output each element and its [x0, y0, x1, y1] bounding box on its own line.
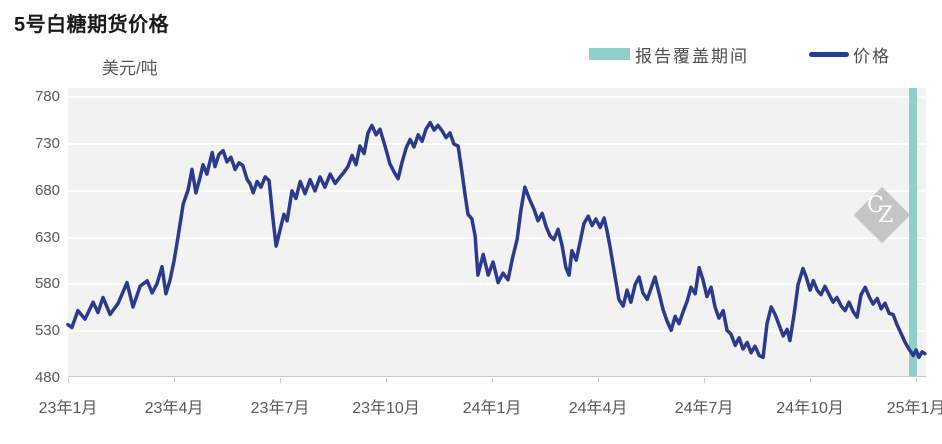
x-tick-label-0: 23年1月 [38, 400, 98, 417]
x-tick-label-6: 24年7月 [674, 400, 734, 417]
legend-item-coverage: 报告覆盖期间 [589, 42, 749, 67]
x-tick-mark-6 [704, 378, 706, 383]
gridline-y-580 [68, 283, 926, 286]
gridline-y-630 [68, 236, 926, 239]
price-line [66, 120, 927, 360]
watermark-letter-c: C [867, 193, 884, 218]
x-tick-label-1: 23年4月 [144, 400, 204, 417]
x-tick-label-7: 24年10月 [776, 400, 844, 417]
legend-item-price: 价格 [809, 42, 891, 67]
gridline-y-780 [68, 96, 926, 99]
chart-legend: 报告覆盖期间 价格 [589, 42, 891, 66]
x-tick-mark-4 [492, 378, 494, 383]
gridline-y-730 [68, 143, 926, 146]
x-tick-label-4: 24年1月 [462, 400, 522, 417]
x-tick-mark-3 [386, 378, 388, 383]
x-tick-mark-7 [810, 378, 812, 383]
y-tick-label-580: 580 [34, 275, 60, 293]
x-tick-mark-8 [916, 378, 918, 383]
price-line-chart [66, 120, 927, 360]
y-tick-label-480: 480 [34, 369, 60, 386]
x-tick-mark-0 [68, 378, 69, 383]
chart-title: 5号白糖期货价格 [14, 14, 170, 36]
legend-label-price: 价格 [853, 46, 891, 66]
plot-area: C Z [66, 88, 927, 379]
legend-label-coverage: 报告覆盖期间 [635, 46, 749, 66]
x-tick-mark-5 [598, 378, 600, 383]
x-tick-mark-2 [280, 378, 282, 383]
x-tick-label-2: 23年7月 [250, 400, 310, 417]
gridline-y-480 [68, 377, 926, 379]
watermark-logo: C Z [858, 191, 906, 239]
coverage-band-swatch-icon [589, 48, 630, 60]
report-coverage-band [909, 88, 918, 376]
y-tick-label-780: 780 [34, 88, 60, 106]
gridline-y-680 [68, 189, 926, 192]
x-tick-label-5: 24年4月 [568, 400, 628, 417]
y-tick-label-630: 630 [34, 228, 60, 246]
x-tick-label-8: 25年1月 [886, 400, 942, 417]
y-tick-label-680: 680 [34, 181, 60, 199]
x-tick-label-3: 23年10月 [352, 400, 420, 417]
price-line-swatch-icon [809, 51, 849, 57]
x-tick-mark-1 [174, 378, 175, 383]
y-tick-label-730: 730 [34, 135, 60, 153]
gridline-y-530 [68, 330, 926, 333]
y-axis-unit-label: 美元/吨 [102, 59, 158, 78]
watermark-letter-z: Z [878, 203, 894, 228]
y-tick-label-530: 530 [34, 322, 60, 340]
